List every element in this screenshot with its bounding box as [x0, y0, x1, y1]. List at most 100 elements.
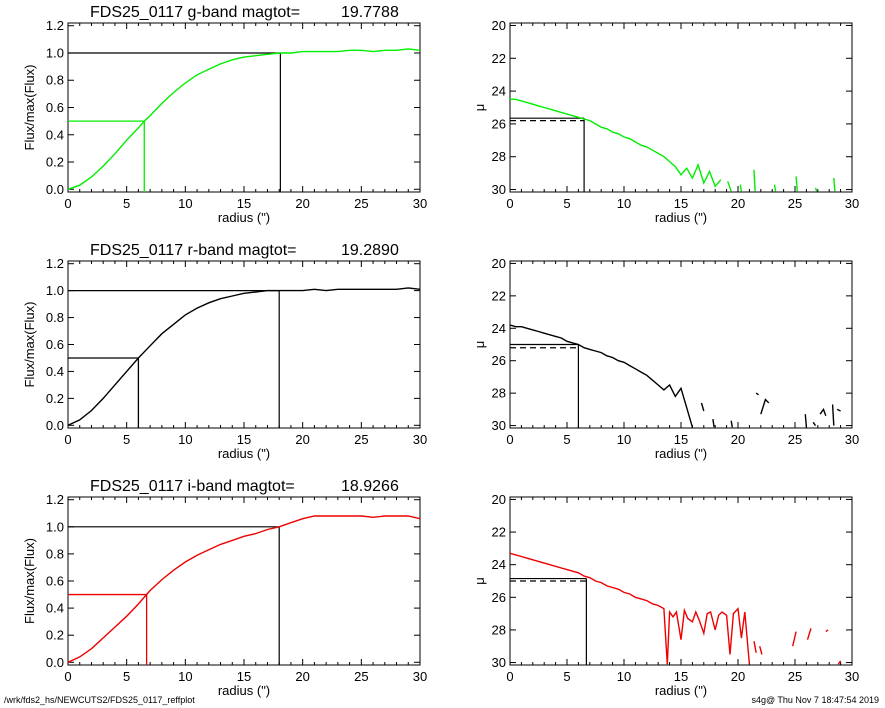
x-tick-label: 30	[413, 432, 427, 447]
x-tick-label: 5	[563, 196, 570, 211]
x-tick-label: 25	[354, 432, 368, 447]
x-tick-label: 10	[178, 432, 192, 447]
series-fragment	[760, 398, 770, 415]
x-tick-label: 25	[788, 669, 802, 684]
y-axis-label: Flux/max(Flux)	[22, 538, 37, 624]
y-tick-label: 30	[492, 182, 506, 197]
x-tick-label: 5	[123, 432, 130, 447]
plot-frame	[509, 22, 853, 193]
x-tick-label: 5	[123, 669, 130, 684]
x-tick-label: 20	[295, 196, 309, 211]
y-tick-label: 0.6	[46, 100, 64, 115]
y-tick-label: 24	[492, 84, 506, 99]
x-tick-label: 10	[617, 669, 631, 684]
x-tick-label: 20	[731, 196, 745, 211]
x-tick-label: 25	[788, 432, 802, 447]
data-layer	[510, 98, 836, 192]
data-layer	[510, 552, 842, 665]
x-tick-label: 0	[64, 432, 71, 447]
x-tick-label: 0	[64, 196, 71, 211]
total-radius-marker	[68, 52, 281, 192]
plot-frame	[67, 22, 421, 193]
x-axis-label: radius (")	[218, 683, 270, 698]
series-line	[510, 552, 751, 665]
y-tick-label: 26	[492, 590, 506, 605]
y-tick-label: 1.2	[46, 256, 64, 271]
y-tick-label: 20	[492, 492, 506, 507]
chart-title: FDS25_0117 i-band magtot=	[90, 478, 295, 495]
x-tick-label: 30	[845, 669, 859, 684]
x-tick-label: 20	[731, 669, 745, 684]
chart-title-value: 19.7788	[341, 4, 399, 21]
y-tick-label: 0.8	[46, 546, 64, 561]
y-axis-label: μ	[472, 104, 487, 112]
series-fragment	[795, 176, 798, 192]
panel-growth-curve-g: 0 5 10 15 20 25 30 0.0 0.2 0.4 0.6 0.8 1.0 1.2 radius …	[22, 4, 427, 225]
series-fragment	[700, 402, 705, 412]
x-tick-label: 30	[845, 432, 859, 447]
x-tick-label: 25	[354, 196, 368, 211]
panel-surface-brightness-r: 0 5 10 15 20 25 30 20 22 24 26 28 30 radius (") μ	[472, 256, 859, 461]
y-tick-label: 28	[492, 622, 506, 637]
series-fragment	[806, 628, 812, 640]
series-fragment	[831, 404, 835, 426]
x-tick-label: 15	[237, 196, 251, 211]
x-tick-label: 30	[413, 196, 427, 211]
y-tick-label: 24	[492, 557, 506, 572]
x-axis-label: radius (")	[655, 446, 707, 461]
x-tick-label: 10	[178, 196, 192, 211]
x-tick-label: 15	[674, 432, 688, 447]
series-fragment	[739, 184, 743, 192]
data-layer	[68, 48, 420, 192]
y-tick-label: 0.2	[46, 155, 64, 170]
x-tick-label: 5	[123, 196, 130, 211]
y-tick-label: 24	[492, 321, 506, 336]
series-fragment	[773, 184, 777, 192]
plot-frame	[67, 496, 421, 666]
data-layer	[68, 515, 420, 665]
y-tick-label: 26	[492, 353, 506, 368]
x-tick-label: 10	[617, 432, 631, 447]
series-fragment	[753, 641, 757, 653]
chart-title-value: 18.9266	[341, 478, 399, 495]
y-tick-label: 1.2	[46, 492, 64, 507]
chart-title: FDS25_0117 g-band magtot=	[90, 4, 300, 21]
x-tick-label: 5	[563, 669, 570, 684]
total-radius-marker	[68, 290, 280, 428]
x-tick-label: 0	[506, 196, 513, 211]
series-fragment	[730, 420, 733, 428]
x-tick-label: 30	[845, 196, 859, 211]
y-tick-label: 22	[492, 288, 506, 303]
series-fragment	[836, 408, 841, 412]
x-tick-label: 0	[506, 432, 513, 447]
x-tick-label: 0	[506, 669, 513, 684]
series-fragment	[753, 169, 756, 192]
x-tick-label: 20	[295, 432, 309, 447]
series-fragment	[837, 660, 842, 665]
x-tick-label: 15	[237, 432, 251, 447]
y-tick-label: 1.0	[46, 519, 64, 534]
data-layer	[510, 324, 841, 428]
x-axis-label: radius (")	[655, 683, 707, 698]
y-tick-label: 1.0	[46, 283, 64, 298]
y-tick-label: 20	[492, 256, 506, 271]
x-tick-label: 10	[178, 669, 192, 684]
y-tick-label: 1.2	[46, 18, 64, 33]
series-fragment	[833, 178, 836, 192]
y-tick-label: 30	[492, 655, 506, 670]
chart-title: FDS25_0117 r-band magtot=	[90, 242, 297, 259]
x-tick-label: 25	[788, 196, 802, 211]
series-fragment	[792, 631, 797, 647]
y-tick-label: 0.0	[46, 182, 64, 197]
x-tick-label: 15	[674, 669, 688, 684]
y-axis-label: μ	[472, 577, 487, 585]
y-tick-label: 26	[492, 116, 506, 131]
series-fragment	[727, 181, 732, 192]
y-tick-label: 20	[492, 18, 506, 33]
y-tick-label: 0.4	[46, 601, 64, 616]
y-axis-label: Flux/max(Flux)	[22, 302, 37, 388]
panel-surface-brightness-g: 0 5 10 15 20 25 30 20 22 24 26 28 30 radius (") μ	[472, 18, 859, 225]
panel-growth-curve-i: 0 5 10 15 20 25 30 0.0 0.2 0.4 0.6 0.8 1.0 1.2 radius …	[22, 478, 427, 698]
y-tick-label: 22	[492, 51, 506, 66]
